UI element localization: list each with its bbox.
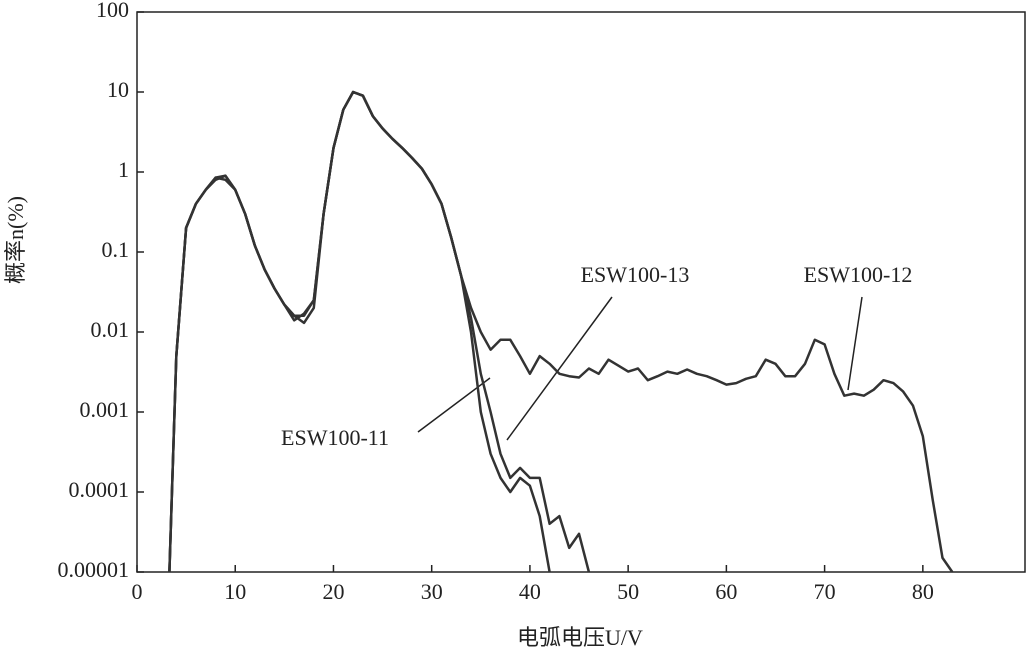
series-line xyxy=(168,90,954,573)
series-label: ESW100-13 xyxy=(581,262,690,287)
series-label: ESW100-11 xyxy=(281,425,389,450)
y-tick-label: 0.1 xyxy=(102,237,130,262)
y-tick-label: 0.01 xyxy=(91,317,130,342)
y-tick-label: 0.0001 xyxy=(69,477,130,502)
x-tick-label: 10 xyxy=(224,579,246,604)
series-label: ESW100-12 xyxy=(804,262,913,287)
y-tick-label: 0.001 xyxy=(80,397,130,422)
x-tick-label: 50 xyxy=(617,579,639,604)
y-tick-label: 10 xyxy=(107,77,129,102)
y-axis-label: 概率n(%) xyxy=(3,196,28,284)
y-tick-label: 0.00001 xyxy=(58,557,130,582)
plot-frame xyxy=(136,11,1026,573)
leader-line xyxy=(506,296,613,441)
series-line xyxy=(168,90,551,573)
x-tick-label: 60 xyxy=(715,579,737,604)
x-tick-label: 70 xyxy=(814,579,836,604)
x-tick-label: 40 xyxy=(519,579,541,604)
x-tick-label: 20 xyxy=(322,579,344,604)
x-tick-label: 0 xyxy=(132,579,143,604)
x-tick-label: 80 xyxy=(912,579,934,604)
leader-line xyxy=(847,296,863,391)
x-tick-label: 30 xyxy=(421,579,443,604)
y-tick-label: 100 xyxy=(96,0,129,22)
series-line xyxy=(168,90,591,573)
x-axis-label: 电弧电压U/V xyxy=(517,625,643,650)
y-tick-label: 1 xyxy=(118,157,129,182)
